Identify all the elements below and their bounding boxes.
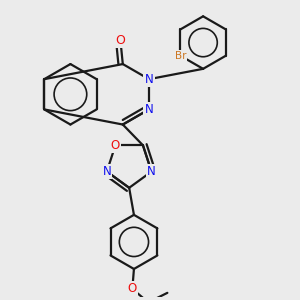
Text: O: O: [116, 34, 125, 47]
Text: N: N: [147, 165, 156, 178]
Text: N: N: [145, 103, 153, 116]
Text: O: O: [128, 282, 137, 296]
Text: N: N: [103, 165, 111, 178]
Text: Br: Br: [175, 51, 186, 61]
Text: O: O: [111, 139, 120, 152]
Text: N: N: [145, 73, 153, 86]
